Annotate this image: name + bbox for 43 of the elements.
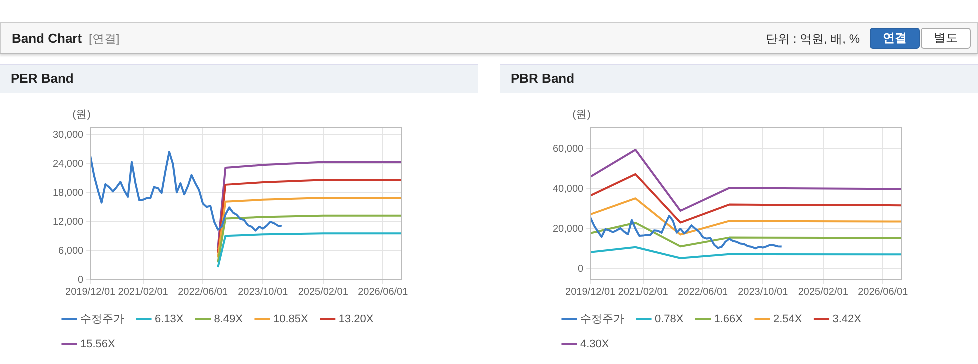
legend-label: 6.13X — [155, 314, 184, 326]
x-tick-label: 2025/02/01 — [798, 286, 849, 298]
text: 연결 — [870, 28, 920, 49]
y-tick-label: 60,000 — [552, 144, 584, 155]
chart-title: PBR Band — [500, 64, 978, 93]
legend-label: 수정주가 — [80, 314, 124, 326]
y-tick-label: 0 — [578, 264, 584, 275]
x-tick-label: 2021/02/01 — [118, 286, 169, 298]
y-tick-label: 18,000 — [52, 188, 84, 199]
legend-label: 2.54X — [773, 314, 803, 326]
y-tick-label: 0 — [78, 274, 84, 286]
y-axis-title: (원) — [572, 109, 591, 121]
x-tick-label: 2022/06/01 — [178, 286, 229, 298]
x-tick-label: 2026/06/01 — [358, 286, 409, 298]
legend-label: 3.42X — [832, 314, 862, 326]
legend-label: 10.85X — [273, 314, 310, 326]
x-tick-label: 2026/06/01 — [858, 286, 909, 298]
x-tick-label: 2023/10/01 — [738, 286, 789, 298]
y-tick-label: 12,000 — [52, 216, 84, 228]
legend-label: 4.30X — [580, 338, 610, 351]
text: 단위 : 억원, 배, % — [766, 31, 860, 48]
y-tick-label: 30,000 — [52, 130, 84, 141]
legend-label: 8.49X — [214, 314, 244, 326]
legend-label: 수정주가 — [580, 314, 624, 326]
text: 별도 — [921, 28, 971, 49]
x-tick-label: 2025/02/01 — [298, 286, 349, 298]
chart-title: PER Band — [0, 64, 478, 93]
x-tick-label: 2019/12/01 — [66, 286, 116, 298]
y-axis-title: (원) — [72, 109, 91, 121]
text: Band Chart — [12, 31, 82, 46]
x-tick-label: 2023/10/01 — [238, 286, 289, 298]
text: [연결] — [89, 31, 120, 48]
legend-label: 15.56X — [80, 338, 116, 351]
x-tick-label: 2019/12/01 — [566, 286, 616, 298]
y-tick-label: 20,000 — [552, 224, 584, 235]
legend-label: 0.78X — [655, 314, 684, 326]
y-tick-label: 24,000 — [52, 158, 84, 170]
legend-label: 13.20X — [338, 314, 374, 326]
x-tick-label: 2021/02/01 — [618, 286, 669, 298]
y-tick-label: 40,000 — [552, 184, 584, 195]
legend-label: 1.66X — [714, 314, 744, 326]
y-tick-label: 6,000 — [58, 246, 84, 257]
x-tick-label: 2022/06/01 — [678, 286, 729, 298]
